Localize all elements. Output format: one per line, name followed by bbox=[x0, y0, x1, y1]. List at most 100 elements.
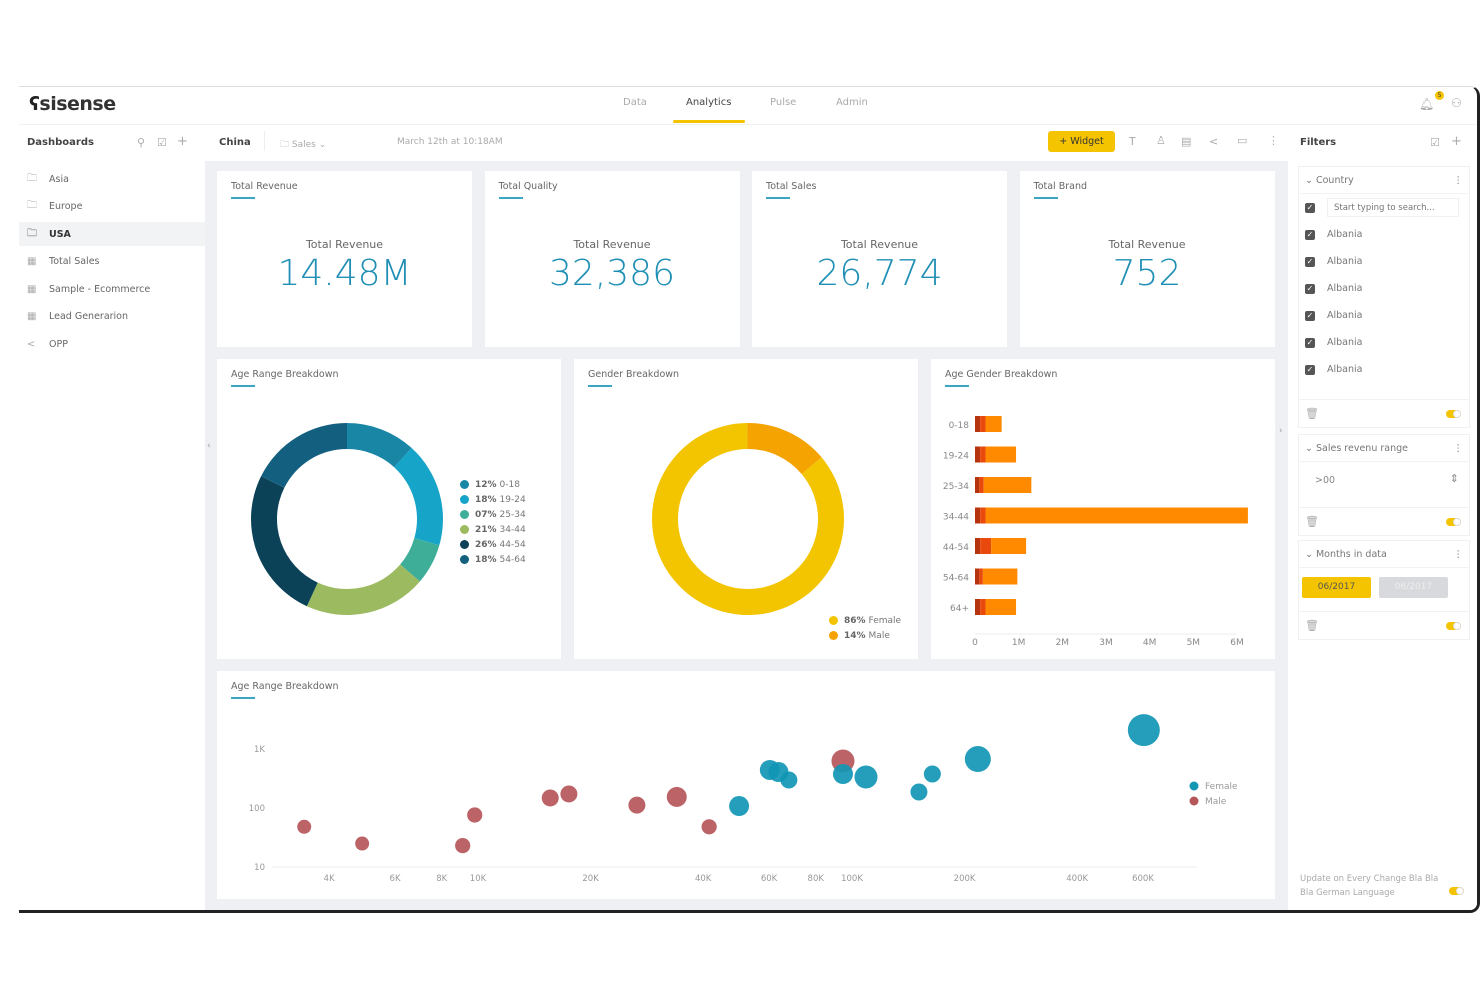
bubble-male[interactable] bbox=[297, 819, 312, 834]
filter-toggle[interactable] bbox=[1446, 518, 1461, 526]
bar-segment[interactable] bbox=[975, 446, 981, 463]
kpi-widget[interactable]: Total Sales Total Revenue 26,774 bbox=[752, 171, 1007, 347]
sidebar-item-sample-ecommerce[interactable]: ▦ Sample - Ecommerce bbox=[19, 277, 205, 301]
donut-slice-25-34[interactable] bbox=[400, 538, 440, 582]
bar-segment[interactable] bbox=[979, 568, 983, 585]
filter-toggle[interactable] bbox=[1446, 410, 1461, 418]
sidebar-item-opp[interactable]: < OPP bbox=[19, 332, 205, 356]
bar-segment[interactable] bbox=[985, 416, 1002, 432]
bubble-female[interactable] bbox=[964, 746, 991, 773]
kpi-widget[interactable]: Total Quality Total Revenue 32,386 bbox=[484, 171, 740, 347]
country-search-input[interactable] bbox=[1327, 198, 1459, 217]
legend-label[interactable]: Female bbox=[1205, 782, 1238, 792]
sidebar-item-europe[interactable]: 🗀︎ Europe bbox=[19, 195, 205, 219]
bubble-female[interactable] bbox=[832, 763, 853, 784]
donut-slice-54-64[interactable] bbox=[261, 423, 347, 488]
sidebar-item-asia[interactable]: 🗀︎ Asia bbox=[19, 167, 205, 191]
country-checkbox[interactable]: ✓ Albania bbox=[1299, 275, 1469, 302]
bar-segment[interactable] bbox=[980, 446, 986, 463]
month-from-button[interactable]: 06/2017 bbox=[1302, 577, 1371, 598]
bubble-female[interactable] bbox=[729, 796, 750, 817]
search-icon[interactable]: ⚲ bbox=[137, 136, 146, 149]
age-gender-bar-widget[interactable]: Age Gender Breakdown 0-18 19-24 25-34 34-44… bbox=[931, 359, 1275, 659]
bubble-male[interactable] bbox=[355, 836, 370, 851]
bubble-male[interactable] bbox=[541, 789, 559, 807]
bar-segment[interactable] bbox=[985, 446, 1017, 463]
legend-item[interactable]: 07% 25-34 bbox=[460, 507, 526, 522]
bar-segment[interactable] bbox=[975, 599, 981, 615]
donut-slice-male[interactable] bbox=[735, 401, 822, 491]
bubble-female[interactable] bbox=[780, 771, 798, 789]
bar-segment[interactable] bbox=[975, 568, 980, 585]
bar-segment[interactable] bbox=[979, 477, 984, 493]
bubble-female[interactable] bbox=[910, 783, 928, 801]
bar-segment[interactable] bbox=[980, 416, 986, 432]
bar-segment[interactable] bbox=[982, 568, 1018, 585]
add-icon[interactable]: + bbox=[177, 134, 188, 149]
bubble-female[interactable] bbox=[1127, 714, 1160, 747]
bubble-male[interactable] bbox=[560, 785, 578, 803]
legend-item[interactable]: 21% 34-44 bbox=[460, 522, 526, 537]
bar-segment[interactable] bbox=[991, 538, 1027, 554]
user-icon[interactable]: ⚇ bbox=[1451, 96, 1462, 110]
nav-analytics[interactable]: Analytics bbox=[686, 97, 732, 108]
bubble-male[interactable] bbox=[666, 786, 687, 807]
country-filter-header[interactable]: ⌄ Country ⋮ bbox=[1299, 167, 1469, 194]
country-checkbox[interactable]: ✓ Albania bbox=[1299, 248, 1469, 275]
bar-segment[interactable] bbox=[975, 416, 981, 432]
bell-icon[interactable]: 🔔︎ bbox=[1419, 97, 1435, 111]
trash-icon[interactable]: 🗑︎ bbox=[1305, 619, 1319, 632]
country-checkbox[interactable]: ✓ Albania bbox=[1299, 329, 1469, 356]
nav-admin[interactable]: Admin bbox=[836, 97, 868, 108]
sisense-logo[interactable]: ʕsisense bbox=[29, 93, 116, 115]
nav-pulse[interactable]: Pulse bbox=[770, 97, 797, 108]
sales-range-input[interactable]: >00 ⇕ bbox=[1299, 462, 1469, 504]
bar-segment[interactable] bbox=[980, 538, 992, 554]
donut-slice-34-44[interactable] bbox=[306, 564, 420, 615]
paint-icon[interactable]: ♙ bbox=[1156, 134, 1166, 147]
folder-dropdown[interactable]: 🗀︎ Sales ⌄ bbox=[280, 140, 327, 150]
age-range-donut-widget[interactable]: Age Range Breakdown 12% 0-18 18% 19-24 07% 25… bbox=[217, 359, 561, 659]
bar-segment[interactable] bbox=[983, 477, 1032, 493]
bubble-male[interactable] bbox=[701, 819, 717, 835]
sales-filter-header[interactable]: ⌄ Sales revenu range ⋮ bbox=[1299, 435, 1469, 462]
month-to-button[interactable]: 06/2017 bbox=[1379, 577, 1448, 598]
trash-icon[interactable]: 🗑︎ bbox=[1305, 515, 1319, 528]
sidebar-item-total-sales[interactable]: ▦ Total Sales bbox=[19, 250, 205, 274]
bubble-chart-widget[interactable]: Age Range Breakdown 10 100 1K 4K 6K 8K 10K 20K 4… bbox=[217, 671, 1275, 899]
donut-slice-0-18[interactable] bbox=[347, 423, 412, 468]
bar-segment[interactable] bbox=[985, 599, 1017, 615]
bar-segment[interactable] bbox=[980, 599, 986, 615]
edit-icon[interactable]: ☑ bbox=[157, 136, 167, 149]
bubble-female[interactable] bbox=[854, 765, 878, 789]
screen-icon[interactable]: ▭ bbox=[1237, 134, 1248, 147]
share-icon[interactable]: < bbox=[1209, 135, 1219, 148]
nav-data[interactable]: Data bbox=[623, 97, 647, 108]
legend-item[interactable]: 14% Male bbox=[829, 628, 901, 643]
bar-segment[interactable] bbox=[975, 507, 981, 524]
more-icon[interactable]: ⋮ bbox=[1453, 175, 1464, 186]
add-filter-icon[interactable]: + bbox=[1451, 134, 1462, 149]
update-toggle[interactable] bbox=[1449, 887, 1464, 895]
kpi-widget[interactable]: Total Revenue Total Revenue 14.48M bbox=[217, 171, 472, 347]
select-all-checkbox[interactable]: ✓ bbox=[1299, 194, 1469, 221]
gender-donut-widget[interactable]: Gender Breakdown 86% Female 14% Male bbox=[574, 359, 918, 659]
months-filter-header[interactable]: ⌄ Months in data ⋮ bbox=[1299, 541, 1469, 568]
add-widget-button[interactable]: + Widget bbox=[1048, 131, 1115, 152]
bubble-male[interactable] bbox=[467, 807, 483, 823]
legend-label[interactable]: Male bbox=[1205, 797, 1227, 807]
country-checkbox[interactable]: ✓ Albania bbox=[1299, 356, 1469, 383]
sidebar-item-usa[interactable]: 🗀︎ USA bbox=[19, 222, 205, 246]
kpi-widget[interactable]: Total Brand Total Revenue 752 bbox=[1019, 171, 1275, 347]
bubble-male[interactable] bbox=[628, 796, 646, 814]
country-checkbox[interactable]: ✓ Albania bbox=[1299, 221, 1469, 248]
legend-item[interactable]: 12% 0-18 bbox=[460, 477, 526, 492]
bar-segment[interactable] bbox=[975, 538, 981, 554]
donut-slice-19-24[interactable] bbox=[394, 448, 443, 546]
bar-segment[interactable] bbox=[985, 507, 1248, 524]
more-icon[interactable]: ⋮ bbox=[1268, 134, 1279, 147]
collapse-right-icon[interactable]: › bbox=[1279, 426, 1283, 436]
donut-slice-44-54[interactable] bbox=[251, 476, 318, 607]
bubble-female[interactable] bbox=[923, 765, 941, 783]
sidebar-item-lead-generarion[interactable]: ▦ Lead Generarion bbox=[19, 305, 205, 329]
